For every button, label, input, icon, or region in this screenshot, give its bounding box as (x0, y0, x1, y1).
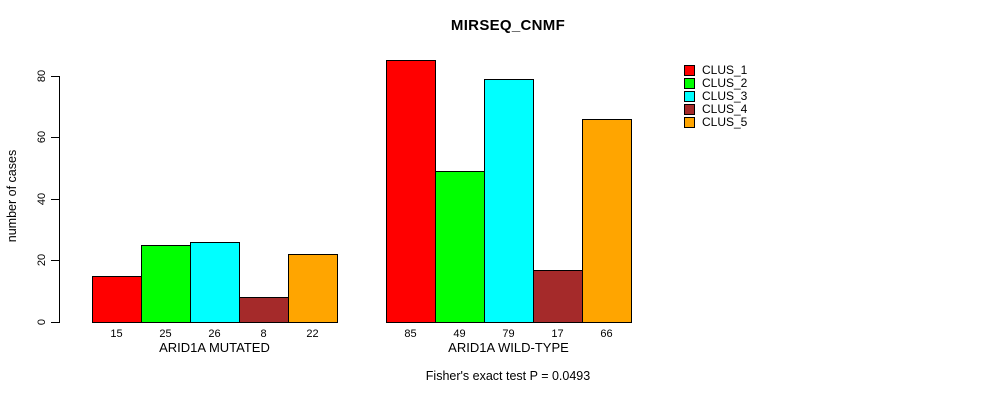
bar-clus-4-arid1a-wild-type (533, 270, 583, 323)
bar-value-clus-5-arid1a-mutated: 22 (306, 328, 319, 340)
y-tick-60 (51, 137, 59, 138)
legend-swatch-clus-1 (684, 65, 695, 76)
y-tick-label-60: 60 (36, 130, 48, 144)
legend-item-clus-5: CLUS_5 (684, 116, 747, 129)
legend-label-clus-2: CLUS_2 (702, 76, 748, 90)
legend-swatch-clus-3 (684, 91, 695, 102)
bar-value-clus-4-arid1a-wild-type: 17 (551, 328, 564, 340)
y-tick-0 (51, 322, 59, 323)
y-tick-40 (51, 199, 59, 200)
legend-item-clus-3: CLUS_3 (684, 90, 747, 103)
y-tick-label-80: 80 (36, 69, 48, 83)
bar-clus-5-arid1a-mutated (288, 254, 338, 323)
chart-title: MIRSEQ_CNMF (450, 17, 566, 34)
bar-clus-3-arid1a-mutated (190, 242, 240, 323)
legend-swatch-clus-5 (684, 117, 695, 128)
bar-value-clus-4-arid1a-mutated: 8 (260, 328, 267, 340)
legend-label-clus-3: CLUS_3 (702, 89, 748, 103)
bar-value-clus-2-arid1a-mutated: 25 (159, 328, 172, 340)
y-tick-label-40: 40 (36, 192, 48, 206)
legend-swatch-clus-2 (684, 78, 695, 89)
bar-clus-2-arid1a-wild-type (435, 171, 485, 323)
legend-label-clus-1: CLUS_1 (702, 63, 748, 77)
x-group-label-arid1a-mutated: ARID1A MUTATED (159, 340, 270, 355)
bar-clus-5-arid1a-wild-type (582, 119, 632, 323)
stat-caption: Fisher's exact test P = 0.0493 (425, 369, 591, 383)
bar-clus-1-arid1a-wild-type (386, 60, 436, 323)
legend-item-clus-4: CLUS_4 (684, 103, 747, 116)
bar-clus-4-arid1a-mutated (239, 297, 289, 323)
y-axis-title: number of cases (5, 149, 19, 243)
legend-item-clus-1: CLUS_1 (684, 64, 747, 77)
legend-label-clus-5: CLUS_5 (702, 115, 748, 129)
bar-value-clus-3-arid1a-wild-type: 79 (502, 328, 515, 340)
bar-value-clus-5-arid1a-wild-type: 66 (600, 328, 613, 340)
y-tick-label-0: 0 (36, 318, 48, 326)
bar-value-clus-3-arid1a-mutated: 26 (208, 328, 221, 340)
x-group-label-arid1a-wild-type: ARID1A WILD-TYPE (448, 340, 569, 355)
y-axis-line (59, 76, 60, 323)
y-tick-80 (51, 76, 59, 77)
bar-clus-2-arid1a-mutated (141, 245, 191, 323)
legend-label-clus-4: CLUS_4 (702, 102, 748, 116)
legend-item-clus-2: CLUS_2 (684, 77, 747, 90)
y-tick-label-20: 20 (36, 253, 48, 267)
bar-clus-3-arid1a-wild-type (484, 79, 534, 323)
bar-value-clus-1-arid1a-mutated: 15 (110, 328, 123, 340)
y-tick-20 (51, 260, 59, 261)
bar-value-clus-2-arid1a-wild-type: 49 (453, 328, 466, 340)
legend-swatch-clus-4 (684, 104, 695, 115)
bar-clus-1-arid1a-mutated (92, 276, 142, 323)
legend: CLUS_1 CLUS_2 CLUS_3 CLUS_4 CLUS_5 (684, 64, 747, 129)
bar-value-clus-1-arid1a-wild-type: 85 (404, 328, 417, 340)
